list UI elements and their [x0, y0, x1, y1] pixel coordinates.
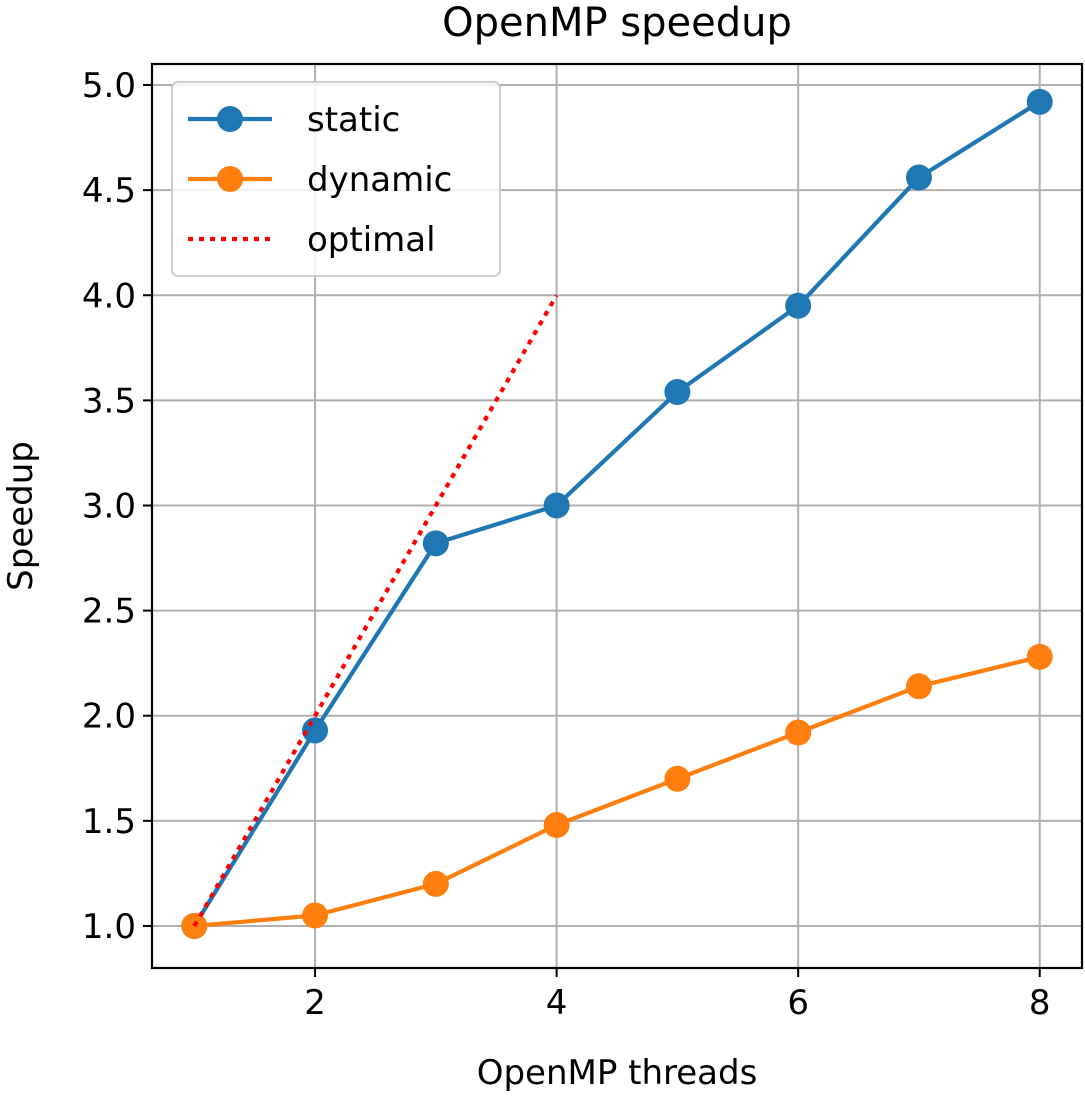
static-point [302, 717, 329, 744]
y-tick-label: 3.0 [82, 486, 136, 526]
legend: static dynamic optimal [171, 81, 501, 277]
legend-label-static: static [307, 100, 400, 140]
x-tick-label: 4 [546, 983, 568, 1023]
dynamic-point [1026, 643, 1053, 670]
y-tick-label: 2.5 [82, 592, 136, 632]
legend-marker-dynamic [217, 166, 243, 192]
y-tick-label: 1.5 [82, 802, 136, 842]
series-layer [181, 88, 1053, 939]
y-tick-label: 1.0 [82, 907, 136, 947]
y-tick-label: 4.0 [82, 276, 136, 316]
static-point [422, 530, 449, 557]
static-point [543, 492, 570, 519]
x-axis-label: OpenMP threads [477, 1053, 758, 1093]
x-tick-label: 2 [304, 983, 326, 1023]
x-tick-label: 8 [1029, 983, 1051, 1023]
legend-box [171, 81, 501, 277]
y-tick-label: 4.5 [82, 171, 136, 211]
legend-marker-static [217, 106, 243, 132]
dynamic-point [422, 870, 449, 897]
y-tick-label: 3.5 [82, 381, 136, 421]
y-tick-label: 5.0 [82, 66, 136, 106]
static-line [192, 100, 1041, 928]
tick-layer: 2 4 6 8 1.0 1.5 2.0 2.5 3.0 3.5 4.0 4.5 5.0 [82, 66, 1051, 1023]
dynamic-point [785, 719, 812, 746]
dynamic-point [664, 765, 691, 792]
static-point [1026, 88, 1053, 115]
dynamic-point [543, 812, 570, 839]
chart-title: OpenMP speedup [442, 0, 792, 46]
dynamic-point [905, 673, 932, 700]
dynamic-line [194, 654, 1041, 929]
legend-label-optimal: optimal [307, 220, 436, 260]
plot-frame [150, 62, 1084, 970]
y-tick-label: 2.0 [82, 697, 136, 737]
static-point [664, 378, 691, 405]
optimal-line [192, 294, 559, 928]
dynamic-point [302, 902, 329, 929]
y-axis-label: Speedup [1, 441, 41, 591]
legend-label-dynamic: dynamic [307, 160, 452, 200]
static-point [905, 164, 932, 191]
x-tick-label: 6 [787, 983, 809, 1023]
static-point [785, 292, 812, 319]
